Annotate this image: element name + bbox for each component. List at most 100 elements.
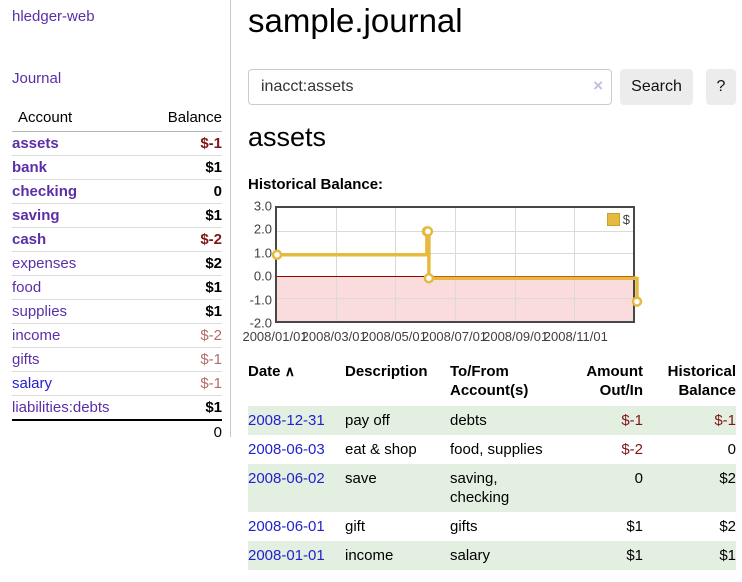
account-row: saving $1	[12, 203, 222, 228]
chart-x-axis: 2008/01/01 2008/03/01 2008/05/01 2008/07/01…	[242, 329, 635, 345]
data-point-marker	[422, 226, 434, 237]
account-row: supplies $1	[12, 299, 222, 324]
account-row: bank $1	[12, 155, 222, 180]
column-header-balance: Historical Balance	[667, 363, 736, 399]
account-link-assets[interactable]: assets	[12, 135, 59, 152]
register-row: 2008-06-01 gift gifts $1 $2	[248, 512, 736, 541]
search-input[interactable]	[248, 69, 612, 105]
account-balance: $-2	[141, 323, 222, 348]
column-header-date[interactable]: Date ∧	[248, 363, 295, 380]
y-tick-label: 2.0	[253, 221, 272, 237]
clear-search-icon[interactable]: ×	[593, 76, 603, 95]
accounts-table: Account Balance assets $-1 bank $1 checkin…	[12, 106, 222, 444]
transaction-accounts: saving, checking	[450, 470, 510, 506]
brand-link[interactable]: hledger-web	[12, 8, 95, 25]
x-tick-label: 2008/01/01	[242, 329, 308, 344]
sidebar: hledger-web Journal Account Balance asse…	[0, 0, 231, 444]
account-link-gifts[interactable]: gifts	[12, 351, 40, 368]
y-tick-label: 3.0	[253, 198, 272, 214]
account-balance: $1	[141, 275, 222, 300]
data-point-marker	[423, 272, 435, 284]
account-balance: 0	[141, 179, 222, 204]
column-header-description: Description	[345, 363, 428, 380]
legend-label: $	[622, 212, 630, 227]
chart-y-axis: 3.0 2.0 1.0 0.0 -1.0 -2.0	[248, 199, 272, 331]
transaction-description: pay off	[345, 412, 390, 429]
register-header-row: Date ∧ Description To/From Account(s) Am…	[248, 360, 736, 406]
gridline	[514, 208, 516, 321]
y-tick-label: -2.0	[249, 315, 272, 331]
account-link-expenses[interactable]: expenses	[12, 255, 77, 272]
account-row: checking 0	[12, 179, 222, 204]
y-tick-label: 0.0	[253, 268, 272, 284]
account-row: income $-2	[12, 323, 222, 348]
account-row: salary $-1	[12, 371, 222, 396]
register-row: 2008-01-01 income salary $1 $1	[248, 541, 736, 570]
transaction-amount: 0	[634, 470, 643, 487]
data-point-marker	[631, 296, 643, 307]
y-tick-label: -1.0	[249, 292, 272, 308]
zero-line	[277, 275, 633, 277]
column-header-amount: Amount Out/In	[586, 363, 643, 399]
account-link-cash[interactable]: cash	[12, 231, 47, 248]
search-button[interactable]: Search	[620, 69, 693, 105]
accounts-total-value: 0	[141, 419, 222, 444]
column-header-accounts: To/From Account(s)	[450, 363, 529, 399]
account-link-checking[interactable]: checking	[12, 183, 78, 200]
chart-legend: $	[606, 212, 630, 227]
account-row: expenses $2	[12, 251, 222, 276]
x-tick-label: 2008/03/01	[301, 329, 367, 344]
account-balance: $1	[141, 395, 222, 421]
account-row: food $1	[12, 275, 222, 300]
transaction-date-link[interactable]: 2008-12-31	[248, 412, 325, 429]
register-row: 2008-12-31 pay off debts $-1 $-1	[248, 406, 736, 435]
x-tick-label: 2008/05/01	[361, 329, 427, 344]
account-link-food[interactable]: food	[12, 279, 42, 296]
search-form: × Search ?	[248, 69, 736, 105]
account-balance: $-2	[141, 227, 222, 252]
data-point-marker	[271, 249, 283, 261]
transaction-date-link[interactable]: 2008-06-01	[248, 518, 325, 535]
transaction-amount: $-1	[621, 412, 643, 429]
transaction-description: gift	[345, 518, 366, 535]
account-balance: $2	[141, 251, 222, 276]
x-tick-label: 2008/09/01	[483, 329, 549, 344]
transaction-date-link[interactable]: 2008-01-01	[248, 547, 325, 564]
transaction-date-link[interactable]: 2008-06-02	[248, 470, 325, 487]
sort-asc-icon: ∧	[284, 363, 295, 379]
x-tick-label: 2008/11/01	[543, 329, 608, 344]
account-row: assets $-1	[12, 131, 222, 156]
y-tick-label: 1.0	[253, 245, 272, 261]
chart-plot-area: $	[271, 206, 643, 323]
transaction-balance: $1	[719, 547, 736, 564]
transaction-amount: $-2	[621, 441, 643, 458]
account-row: gifts $-1	[12, 347, 222, 372]
transaction-accounts: debts	[450, 412, 487, 429]
transaction-date-link[interactable]: 2008-06-03	[248, 441, 325, 458]
accounts-col-header: Account	[12, 106, 142, 132]
legend-swatch-icon	[606, 213, 620, 226]
account-link-supplies[interactable]: supplies	[12, 303, 68, 320]
account-balance: $1	[141, 155, 222, 180]
gridline	[335, 208, 337, 321]
account-link-salary[interactable]: salary	[12, 375, 53, 392]
account-link-saving[interactable]: saving	[12, 207, 60, 224]
transaction-amount: $1	[626, 547, 643, 564]
transaction-balance: $2	[719, 470, 736, 487]
account-link-bank[interactable]: bank	[12, 159, 48, 176]
sidebar-item-journal[interactable]: Journal	[12, 70, 62, 87]
gridline	[395, 208, 397, 321]
register-table: Date ∧ Description To/From Account(s) Am…	[248, 360, 736, 570]
account-balance: $-1	[141, 371, 222, 396]
transaction-accounts: food, supplies	[450, 441, 543, 458]
main-content: sample.journal × Search ? assets Histori…	[242, 0, 736, 582]
balance-col-header: Balance	[141, 106, 222, 132]
chart-title: Historical Balance:	[248, 176, 384, 193]
register-row: 2008-06-02 save saving, checking 0 $2	[248, 464, 736, 512]
account-link-income[interactable]: income	[12, 327, 61, 344]
help-button[interactable]: ?	[706, 69, 736, 105]
transaction-description: income	[345, 547, 394, 564]
account-link-liabilities-debts[interactable]: liabilities:debts	[12, 399, 110, 416]
account-page-title: assets	[248, 122, 327, 152]
register-row: 2008-06-03 eat & shop food, supplies $-2…	[248, 435, 736, 464]
